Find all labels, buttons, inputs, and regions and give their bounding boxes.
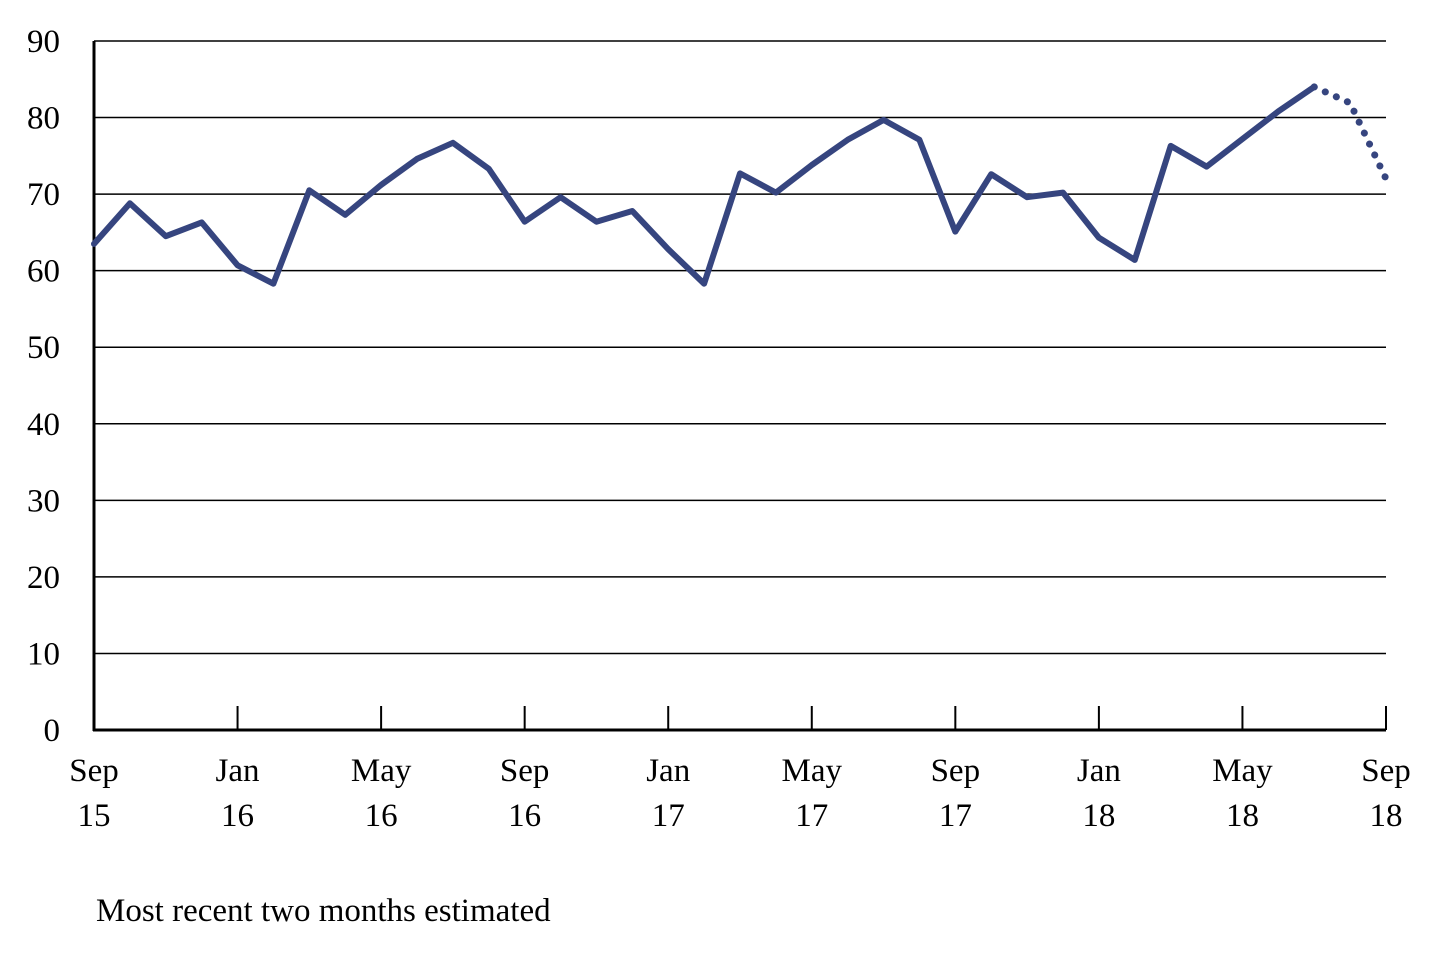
y-axis-tick-labels: 0 10 20 30 40 50 60 70 80 90 xyxy=(27,24,60,749)
x-tick-label-year: 16 xyxy=(365,798,398,834)
x-tick-label-month: Jan xyxy=(1077,753,1121,789)
x-tick-label-month: May xyxy=(351,753,412,789)
x-tick-label-year: 15 xyxy=(78,798,111,834)
y-tick-label-60: 60 xyxy=(27,254,60,290)
y-tick-label-0: 0 xyxy=(44,713,61,749)
x-tick-label-month: Sep xyxy=(931,753,981,789)
gridlines xyxy=(94,40,1386,655)
x-axis-ticks xyxy=(236,706,1387,730)
y-tick-label-70: 70 xyxy=(27,177,60,213)
x-tick-label-month: Jan xyxy=(646,753,690,789)
y-tick-label-20: 20 xyxy=(27,560,60,596)
series-line-estimated xyxy=(1310,83,1390,183)
y-tick-label-50: 50 xyxy=(27,330,60,366)
y-tick-label-80: 80 xyxy=(27,101,60,137)
y-tick-label-10: 10 xyxy=(27,636,60,672)
x-axis-tick-labels: Sep 15 Jan 16 May 16 Sep 16 Jan 17 May 17 Sep 17 Jan 18… xyxy=(69,753,1411,834)
x-tick-label-month: May xyxy=(1212,753,1273,789)
x-tick-label-year: 18 xyxy=(1370,798,1403,834)
x-tick-label-month: Sep xyxy=(500,753,550,789)
y-tick-label-40: 40 xyxy=(27,407,60,443)
chart-footnote: Most recent two months estimated xyxy=(96,893,551,929)
x-tick-label-month: Jan xyxy=(216,753,260,789)
y-tick-label-90: 90 xyxy=(27,24,60,60)
series-group xyxy=(91,83,1390,287)
x-tick-label-year: 16 xyxy=(221,798,254,834)
x-tick-label-month: May xyxy=(782,753,843,789)
x-tick-label-year: 17 xyxy=(795,798,828,834)
y-tick-label-30: 30 xyxy=(27,483,60,519)
series-line-actual xyxy=(91,83,1318,287)
x-tick-label-month: Sep xyxy=(69,753,119,789)
x-tick-label-month: Sep xyxy=(1361,753,1411,789)
x-tick-label-year: 17 xyxy=(652,798,685,834)
x-tick-label-year: 18 xyxy=(1226,798,1259,834)
x-tick-label-year: 16 xyxy=(508,798,541,834)
x-tick-label-year: 17 xyxy=(939,798,972,834)
x-tick-label-year: 18 xyxy=(1082,798,1115,834)
